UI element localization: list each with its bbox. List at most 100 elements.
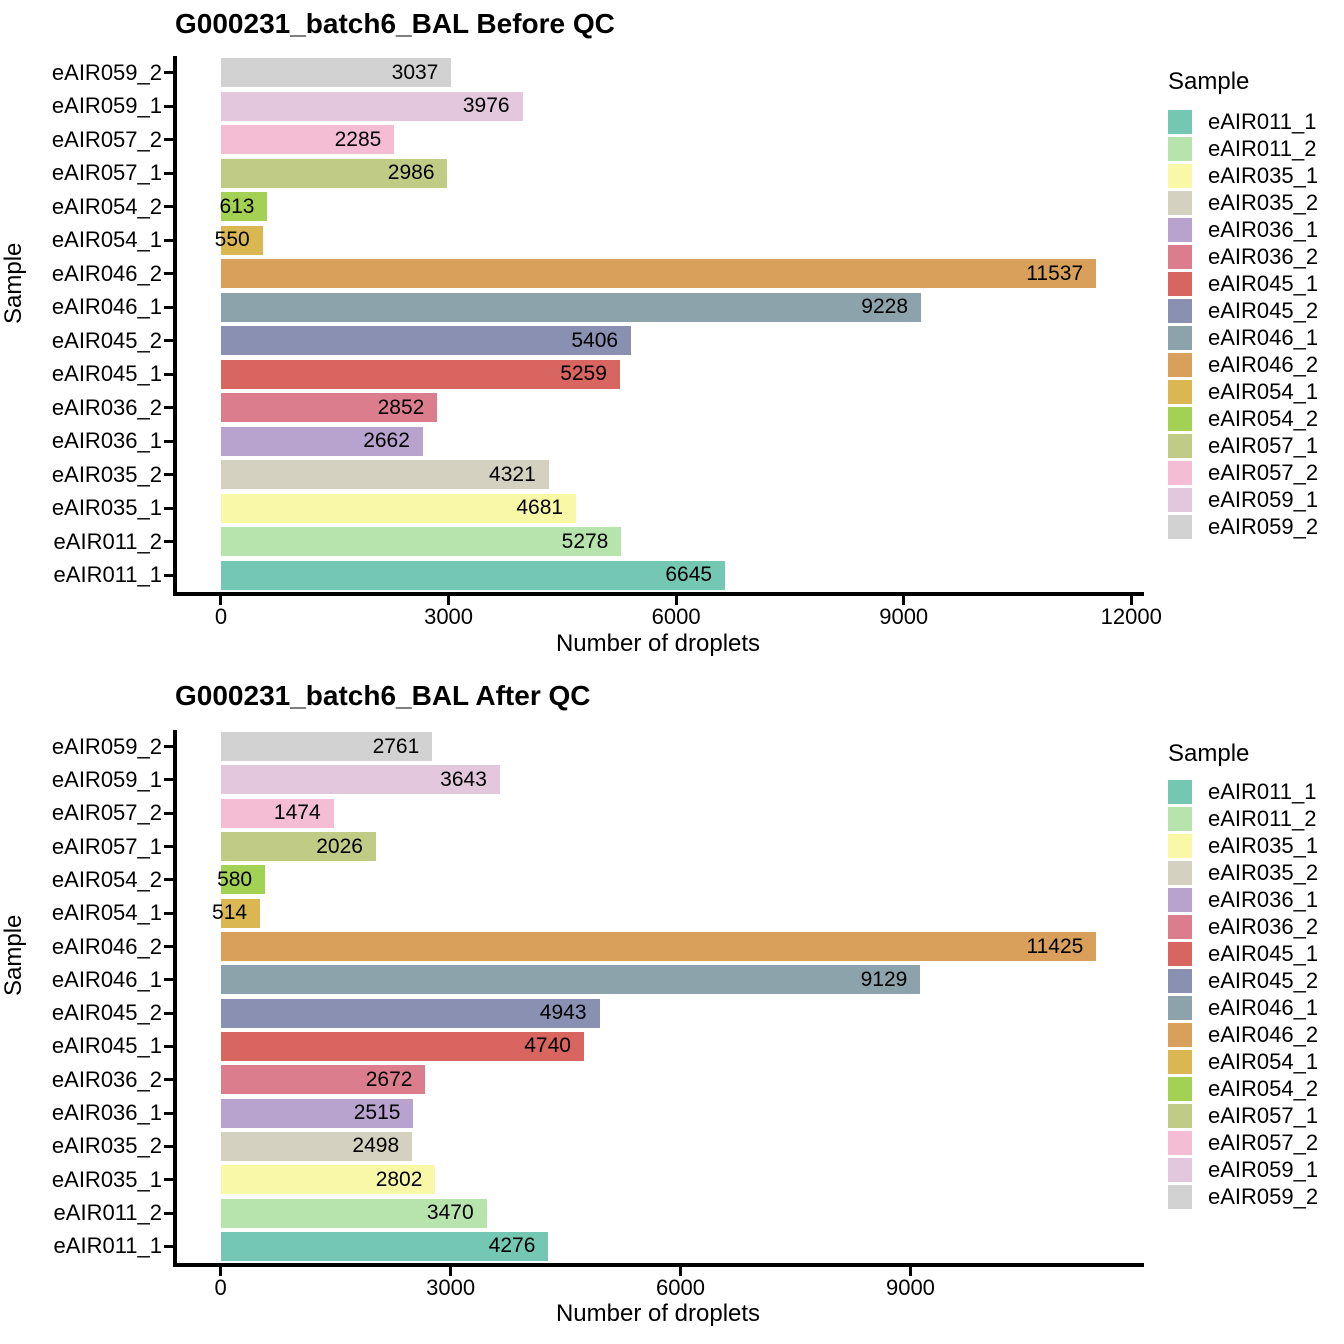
legend-label-eAIR054_2: eAIR054_2 — [1208, 1076, 1319, 1101]
legend-label-eAIR057_1: eAIR057_1 — [1208, 433, 1319, 458]
x-tick-label: 9000 — [885, 1275, 935, 1300]
bar-value-eAIR059_1: 3976 — [462, 94, 510, 118]
bar-value-eAIR046_2: 11425 — [1026, 934, 1084, 958]
bar-value-eAIR054_2: 580 — [217, 867, 253, 891]
legend-label-eAIR059_2: eAIR059_2 — [1208, 514, 1319, 539]
y-tick-label-eAIR057_2: eAIR057_2 — [51, 800, 162, 826]
bar-value-eAIR054_1: 550 — [214, 228, 250, 252]
y-tick-label-eAIR035_2: eAIR035_2 — [51, 1133, 162, 1159]
bar-eAIR057_2 — [220, 798, 334, 828]
legend-swatch-eAIR045_2 — [1168, 299, 1192, 323]
bar-value-eAIR059_1: 3643 — [440, 767, 487, 791]
x-tick-label: 0 — [214, 604, 228, 629]
bar-value-eAIR045_1: 4740 — [524, 1034, 571, 1058]
legend-label-eAIR011_2: eAIR011_2 — [1208, 806, 1317, 831]
y-tick-mark — [164, 745, 173, 749]
bar-eAIR046_1 — [220, 292, 921, 322]
y-tick-mark — [164, 1211, 173, 1215]
bar-value-eAIR036_1: 2515 — [353, 1101, 401, 1125]
y-tick-mark — [164, 171, 173, 175]
bar-value-eAIR059_2: 2761 — [372, 734, 420, 758]
legend-swatch-eAIR036_2 — [1168, 245, 1192, 269]
legend-swatch-eAIR011_2 — [1168, 137, 1192, 161]
legend-swatch-eAIR057_1 — [1168, 1104, 1192, 1128]
y-tick-mark — [164, 138, 173, 142]
y-tick-mark — [164, 1178, 173, 1182]
y-tick-mark — [164, 1244, 173, 1248]
y-tick-label-eAIR011_2: eAIR011_2 — [53, 528, 162, 554]
x-tick-mark — [908, 1267, 912, 1276]
legend-swatch-eAIR054_1 — [1168, 1050, 1192, 1074]
bar-value-eAIR011_2: 3470 — [426, 1201, 474, 1225]
y-axis-line — [173, 730, 177, 1267]
legend-label-eAIR046_1: eAIR046_1 — [1208, 995, 1319, 1020]
bar-value-eAIR011_1: 6645 — [665, 563, 713, 587]
legend-swatch-eAIR054_1 — [1168, 380, 1192, 404]
legend-swatch-eAIR057_2 — [1168, 1131, 1192, 1155]
y-tick-mark — [164, 945, 173, 949]
legend-label-eAIR011_1: eAIR011_1 — [1208, 779, 1317, 804]
y-tick-mark — [164, 811, 173, 815]
legend-swatch-eAIR046_1 — [1168, 326, 1192, 350]
x-tick-mark — [679, 1267, 683, 1276]
y-tick-label-eAIR057_1: eAIR057_1 — [51, 160, 162, 186]
legend-label-eAIR045_2: eAIR045_2 — [1208, 298, 1319, 323]
bar-value-eAIR035_1: 4681 — [516, 496, 564, 520]
legend-swatch-eAIR035_1 — [1168, 164, 1192, 188]
y-tick-label-eAIR011_1: eAIR011_1 — [53, 1233, 162, 1259]
legend-label-eAIR046_2: eAIR046_2 — [1208, 352, 1319, 377]
legend-label-eAIR045_2: eAIR045_2 — [1208, 968, 1319, 993]
y-tick-label-eAIR059_2: eAIR059_2 — [51, 59, 162, 85]
x-tick-mark — [447, 596, 451, 605]
x-axis-line — [173, 1263, 1144, 1267]
bar-value-eAIR045_2: 5406 — [571, 328, 619, 352]
x-tick-mark — [902, 596, 906, 605]
bar-eAIR046_2 — [220, 259, 1097, 289]
legend-label-eAIR035_2: eAIR035_2 — [1208, 860, 1319, 885]
bar-eAIR057_2 — [220, 125, 395, 155]
y-tick-mark — [164, 506, 173, 510]
bar-eAIR011_1 — [220, 560, 726, 590]
bar-value-eAIR035_1: 2802 — [375, 1167, 423, 1191]
x-axis-line — [173, 592, 1144, 596]
legend-swatch-eAIR035_2 — [1168, 861, 1192, 885]
y-tick-mark — [164, 978, 173, 982]
bar-eAIR059_1 — [220, 91, 523, 121]
y-tick-label-eAIR035_2: eAIR035_2 — [51, 461, 162, 487]
y-tick-label-eAIR035_1: eAIR035_1 — [51, 1166, 162, 1192]
y-tick-label-eAIR045_1: eAIR045_1 — [51, 1033, 162, 1059]
y-tick-mark — [164, 406, 173, 410]
bar-eAIR054_1 — [220, 898, 261, 928]
legend-swatch-eAIR057_2 — [1168, 461, 1192, 485]
legend-label-eAIR057_2: eAIR057_2 — [1208, 460, 1319, 485]
bar-eAIR046_2 — [220, 932, 1097, 962]
bar-value-eAIR045_2: 4943 — [539, 1001, 587, 1025]
y-axis-line — [173, 56, 177, 596]
legend-swatch-eAIR059_1 — [1168, 1158, 1192, 1182]
bar-eAIR057_1 — [220, 832, 376, 862]
bar-eAIR045_2 — [220, 998, 600, 1028]
y-tick-label-eAIR059_1: eAIR059_1 — [51, 93, 162, 119]
x-tick-mark — [1129, 596, 1133, 605]
chart2-title: G000231_batch6_BAL After QC — [175, 680, 591, 711]
bar-value-eAIR057_1: 2026 — [316, 834, 363, 858]
legend-swatch-eAIR011_1 — [1168, 780, 1192, 804]
legend-swatch-eAIR011_2 — [1168, 807, 1192, 831]
legend-label-eAIR036_2: eAIR036_2 — [1208, 244, 1319, 269]
chart2-legend-title: Sample — [1168, 740, 1250, 767]
bar-eAIR046_1 — [220, 965, 921, 995]
bar-value-eAIR057_1: 2986 — [387, 161, 435, 185]
legend-label-eAIR011_1: eAIR011_1 — [1208, 109, 1317, 134]
y-tick-label-eAIR045_2: eAIR045_2 — [51, 1000, 162, 1026]
chart-before-qc: 3037 eAIR059_2 3976 eAIR059_1 2285 eAIR057_2 2… — [51, 56, 1319, 629]
bar-value-eAIR036_2: 2852 — [377, 395, 425, 419]
legend-swatch-eAIR045_1 — [1168, 942, 1192, 966]
y-tick-label-eAIR036_2: eAIR036_2 — [51, 1066, 162, 1092]
bar-eAIR045_1 — [220, 1031, 584, 1061]
y-tick-label-eAIR057_1: eAIR057_1 — [51, 833, 162, 859]
bar-value-eAIR036_2: 2672 — [365, 1067, 413, 1091]
bar-eAIR045_1 — [220, 359, 620, 389]
legend-swatch-eAIR036_1 — [1168, 218, 1192, 242]
